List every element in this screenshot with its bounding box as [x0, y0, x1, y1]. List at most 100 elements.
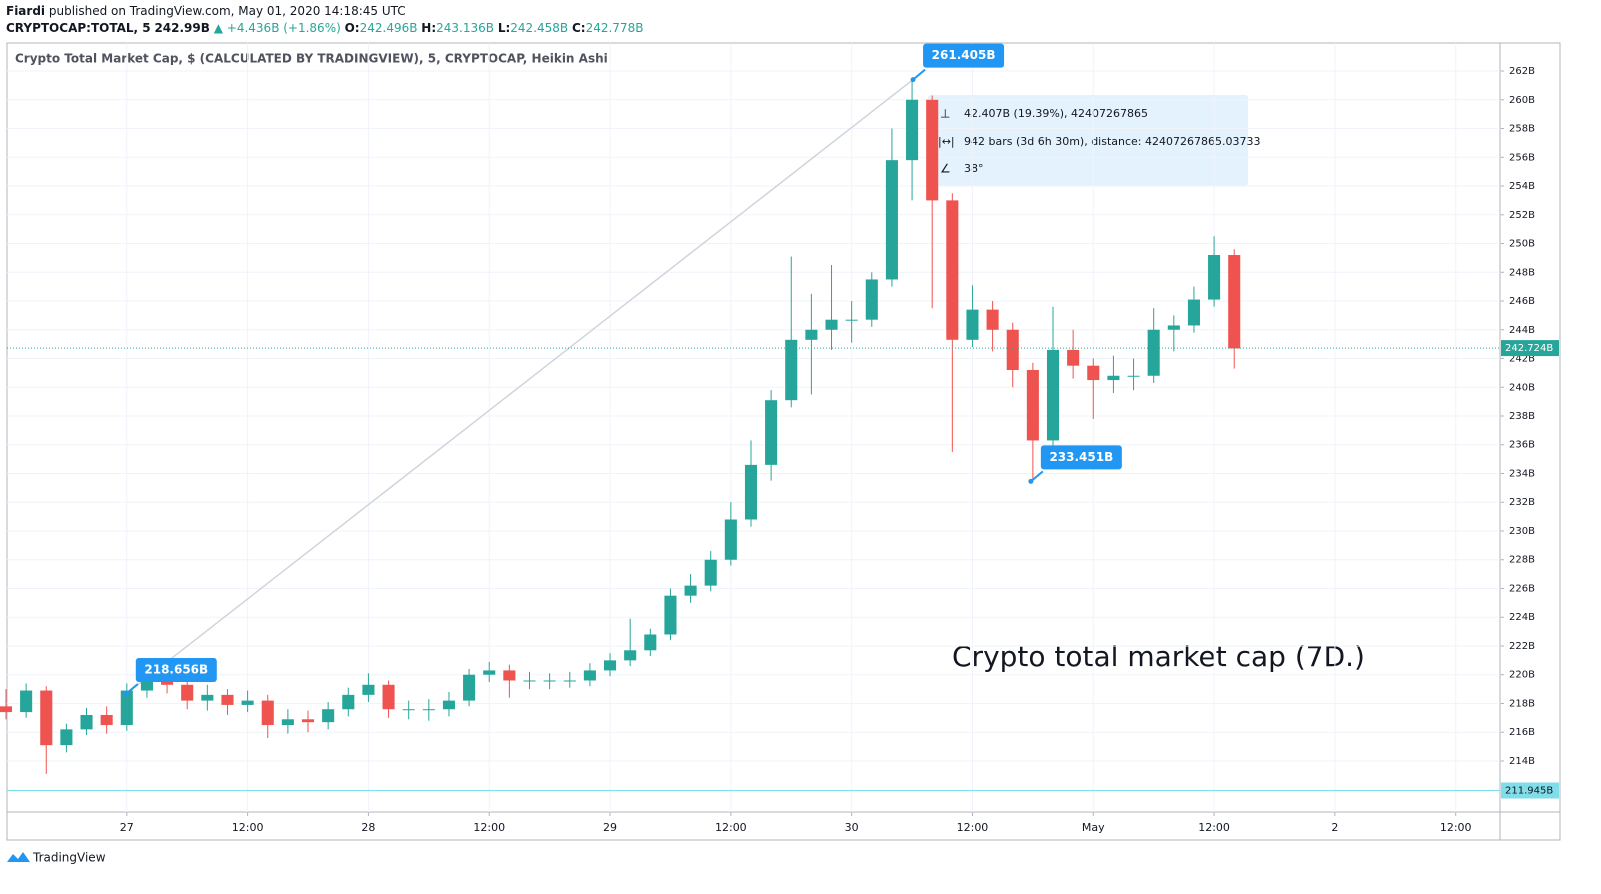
- candle-body: [865, 279, 878, 320]
- y-tick-label: 224B: [1509, 612, 1535, 623]
- ohlc-value: 242.458B: [510, 21, 569, 35]
- candle-body: [603, 660, 617, 671]
- change-arrow: ▲: [213, 21, 223, 35]
- ohlc-key: H:: [421, 21, 437, 35]
- ohlc-value: 242.496B: [359, 21, 418, 35]
- y-tick-label: 214B: [1509, 756, 1535, 767]
- candle-body: [986, 309, 999, 330]
- y-tick-label: 244B: [1509, 325, 1535, 336]
- candle-body: [664, 595, 677, 635]
- x-tick-label: 12:00: [957, 821, 989, 834]
- chart-title: Crypto Total Market Cap, $ (CALCULATED B…: [15, 52, 608, 66]
- y-tick-label: 250B: [1509, 239, 1535, 250]
- trend-line: [125, 78, 914, 695]
- y-tick-label: 248B: [1509, 267, 1535, 278]
- candle-body: [1087, 365, 1100, 381]
- y-tick-label: 240B: [1509, 382, 1535, 393]
- candle-body: [301, 719, 315, 723]
- candle-body: [1167, 325, 1180, 330]
- candle-body: [442, 700, 456, 710]
- value-label-box: [1040, 445, 1122, 470]
- candle-body: [724, 519, 737, 560]
- y-tick-label: 226B: [1509, 583, 1535, 594]
- candle-body: [885, 160, 898, 280]
- candle-body: [161, 680, 174, 685]
- label-connector: [912, 68, 926, 81]
- candle-body: [1107, 375, 1120, 381]
- y-tick-label: 230B: [1509, 526, 1535, 537]
- x-tick-label: 28: [361, 821, 375, 834]
- value-label: 218.656B: [144, 663, 208, 677]
- candle-body: [1208, 255, 1221, 300]
- y-tick-label: 260B: [1509, 95, 1535, 106]
- candle-body: [1228, 255, 1241, 349]
- candle-body: [0, 706, 13, 713]
- candle-body: [523, 680, 536, 682]
- x-tick-label: 27: [120, 821, 134, 834]
- ohlc-value: 243.136B: [436, 21, 494, 35]
- x-tick-label: 12:00: [473, 821, 505, 834]
- candle-body: [1147, 329, 1160, 376]
- ohlc-value: 242.778B: [585, 21, 644, 35]
- candle-body: [241, 700, 254, 705]
- value-label: 261.405B: [932, 48, 996, 62]
- x-tick-label: 29: [603, 821, 617, 834]
- candle-body: [463, 674, 476, 701]
- x-tick-label: 2: [1331, 821, 1338, 834]
- price-label: 242.724B: [1505, 343, 1553, 354]
- candle-body: [644, 634, 657, 651]
- measure-icon: ∠: [940, 162, 951, 176]
- candle-body: [543, 680, 556, 682]
- y-tick-label: 254B: [1509, 181, 1535, 192]
- ohlc-key: C:: [571, 21, 586, 35]
- candle-body: [322, 709, 335, 723]
- candle-body: [60, 729, 73, 746]
- y-tick-label: 216B: [1509, 727, 1535, 738]
- pane-border: [6, 42, 1561, 841]
- x-tick-label: 12:00: [1440, 821, 1472, 834]
- measure-text: 38°: [964, 162, 984, 175]
- value-label: 233.451B: [1049, 450, 1113, 464]
- candle-body: [805, 329, 818, 340]
- x-tick-label: 30: [845, 821, 859, 834]
- candle-body: [765, 400, 778, 465]
- candle-body: [583, 670, 596, 681]
- brand-logo: [7, 852, 30, 862]
- y-tick-label: 236B: [1509, 440, 1535, 451]
- candle-body: [1046, 349, 1060, 441]
- candle-body: [906, 99, 919, 161]
- candle-body: [946, 200, 959, 340]
- candle-body: [1006, 329, 1019, 371]
- candle-body: [201, 694, 214, 701]
- measure-icon: |↔|: [938, 135, 955, 148]
- header-line: Fiardi published on TradingView.com, May…: [6, 4, 406, 18]
- y-tick-label: 234B: [1509, 468, 1535, 479]
- y-tick-label: 242B: [1509, 354, 1535, 365]
- y-tick-label: 246B: [1509, 296, 1535, 307]
- price-label: 211.945B: [1505, 786, 1553, 797]
- y-tick-label: 258B: [1509, 124, 1535, 135]
- x-tick-label: 12:00: [232, 821, 264, 834]
- published: published on TradingView.com, May 01, 20…: [48, 4, 406, 18]
- candle-body: [402, 709, 415, 711]
- candle-body: [1067, 349, 1080, 366]
- candle-body: [744, 464, 758, 520]
- candle-body: [382, 684, 395, 710]
- measure-box: [928, 95, 1248, 186]
- candle-body: [785, 339, 798, 401]
- candle-body: [1127, 375, 1140, 377]
- candle-body: [1187, 299, 1200, 326]
- label-connector: [125, 683, 139, 695]
- candle-body: [20, 690, 33, 713]
- x-tick-label: May: [1082, 821, 1105, 834]
- x-tick-label: 12:00: [715, 821, 747, 834]
- value-label-box: [135, 658, 217, 683]
- candle-body: [281, 719, 294, 726]
- candle-body: [563, 680, 576, 682]
- candle-body: [100, 714, 113, 726]
- y-tick-label: 256B: [1509, 152, 1535, 163]
- measure-icon: ⊥: [940, 107, 950, 121]
- candle-body: [684, 585, 697, 596]
- candle-body: [362, 684, 375, 695]
